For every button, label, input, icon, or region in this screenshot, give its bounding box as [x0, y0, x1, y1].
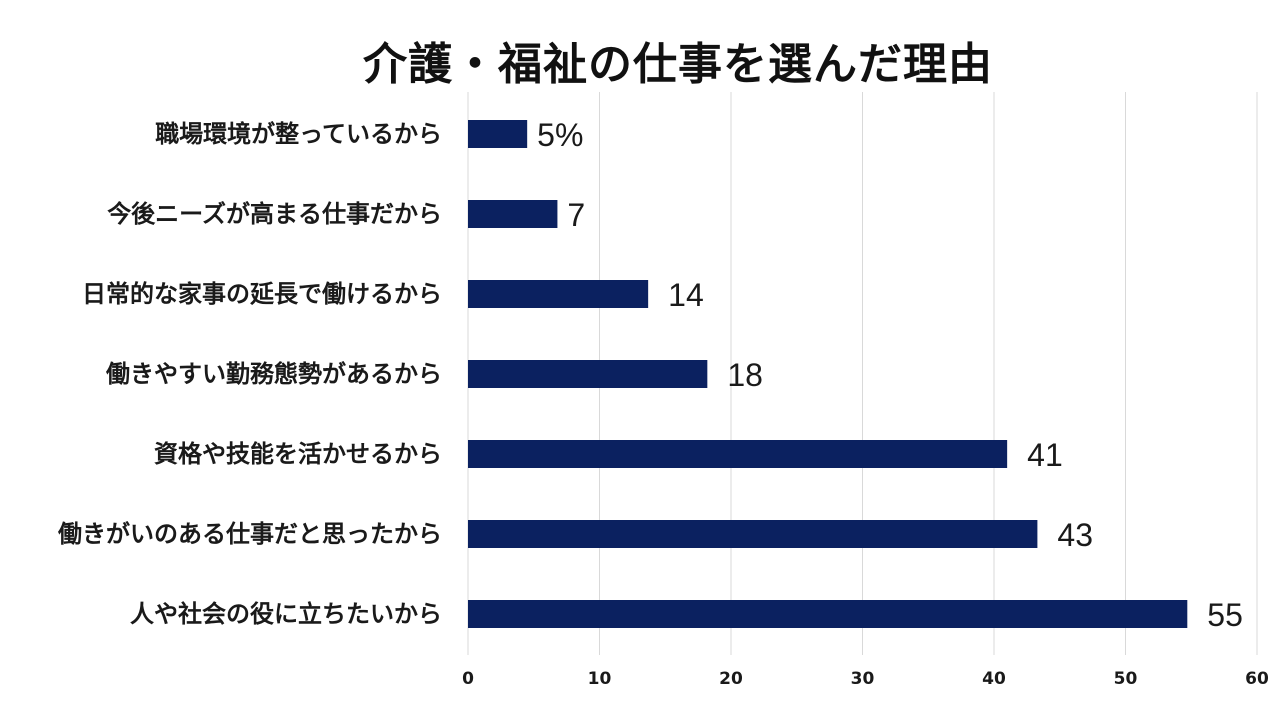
x-tick-label: 0 [462, 669, 474, 689]
x-tick-label: 50 [1114, 669, 1138, 689]
bar [468, 440, 1008, 468]
bar [468, 600, 1188, 628]
x-tick-label: 30 [851, 669, 875, 689]
data-label: 14 [668, 277, 704, 313]
x-tick-label: 40 [982, 669, 1006, 689]
category-label: 資格や技能を活かせるから [154, 440, 442, 468]
category-label: 日常的な家事の延長で働けるから [82, 280, 442, 308]
bar [468, 280, 649, 308]
x-tick-label: 10 [588, 669, 612, 689]
chart-title: 介護・福祉の仕事を選んだ理由 [363, 39, 993, 90]
x-tick-label: 20 [719, 669, 743, 689]
category-label: 働きやすい勤務態勢があるから [105, 360, 442, 388]
data-label: 18 [727, 357, 763, 393]
x-tick-label: 60 [1245, 669, 1269, 689]
bar [468, 200, 558, 228]
category-label: 今後ニーズが高まる仕事だから [107, 200, 442, 228]
data-label: 7 [567, 197, 585, 233]
data-label: 43 [1057, 517, 1093, 553]
data-label: 5% [537, 117, 583, 153]
category-label: 人や社会の役に立ちたいから [130, 600, 442, 628]
data-label: 55 [1207, 597, 1243, 633]
category-label: 職場環境が整っているから [155, 120, 442, 148]
bar [468, 520, 1038, 548]
category-label: 働きがいのある仕事だと思ったから [57, 520, 442, 548]
bar [468, 360, 708, 388]
bar [468, 120, 528, 148]
data-label: 41 [1027, 437, 1063, 473]
